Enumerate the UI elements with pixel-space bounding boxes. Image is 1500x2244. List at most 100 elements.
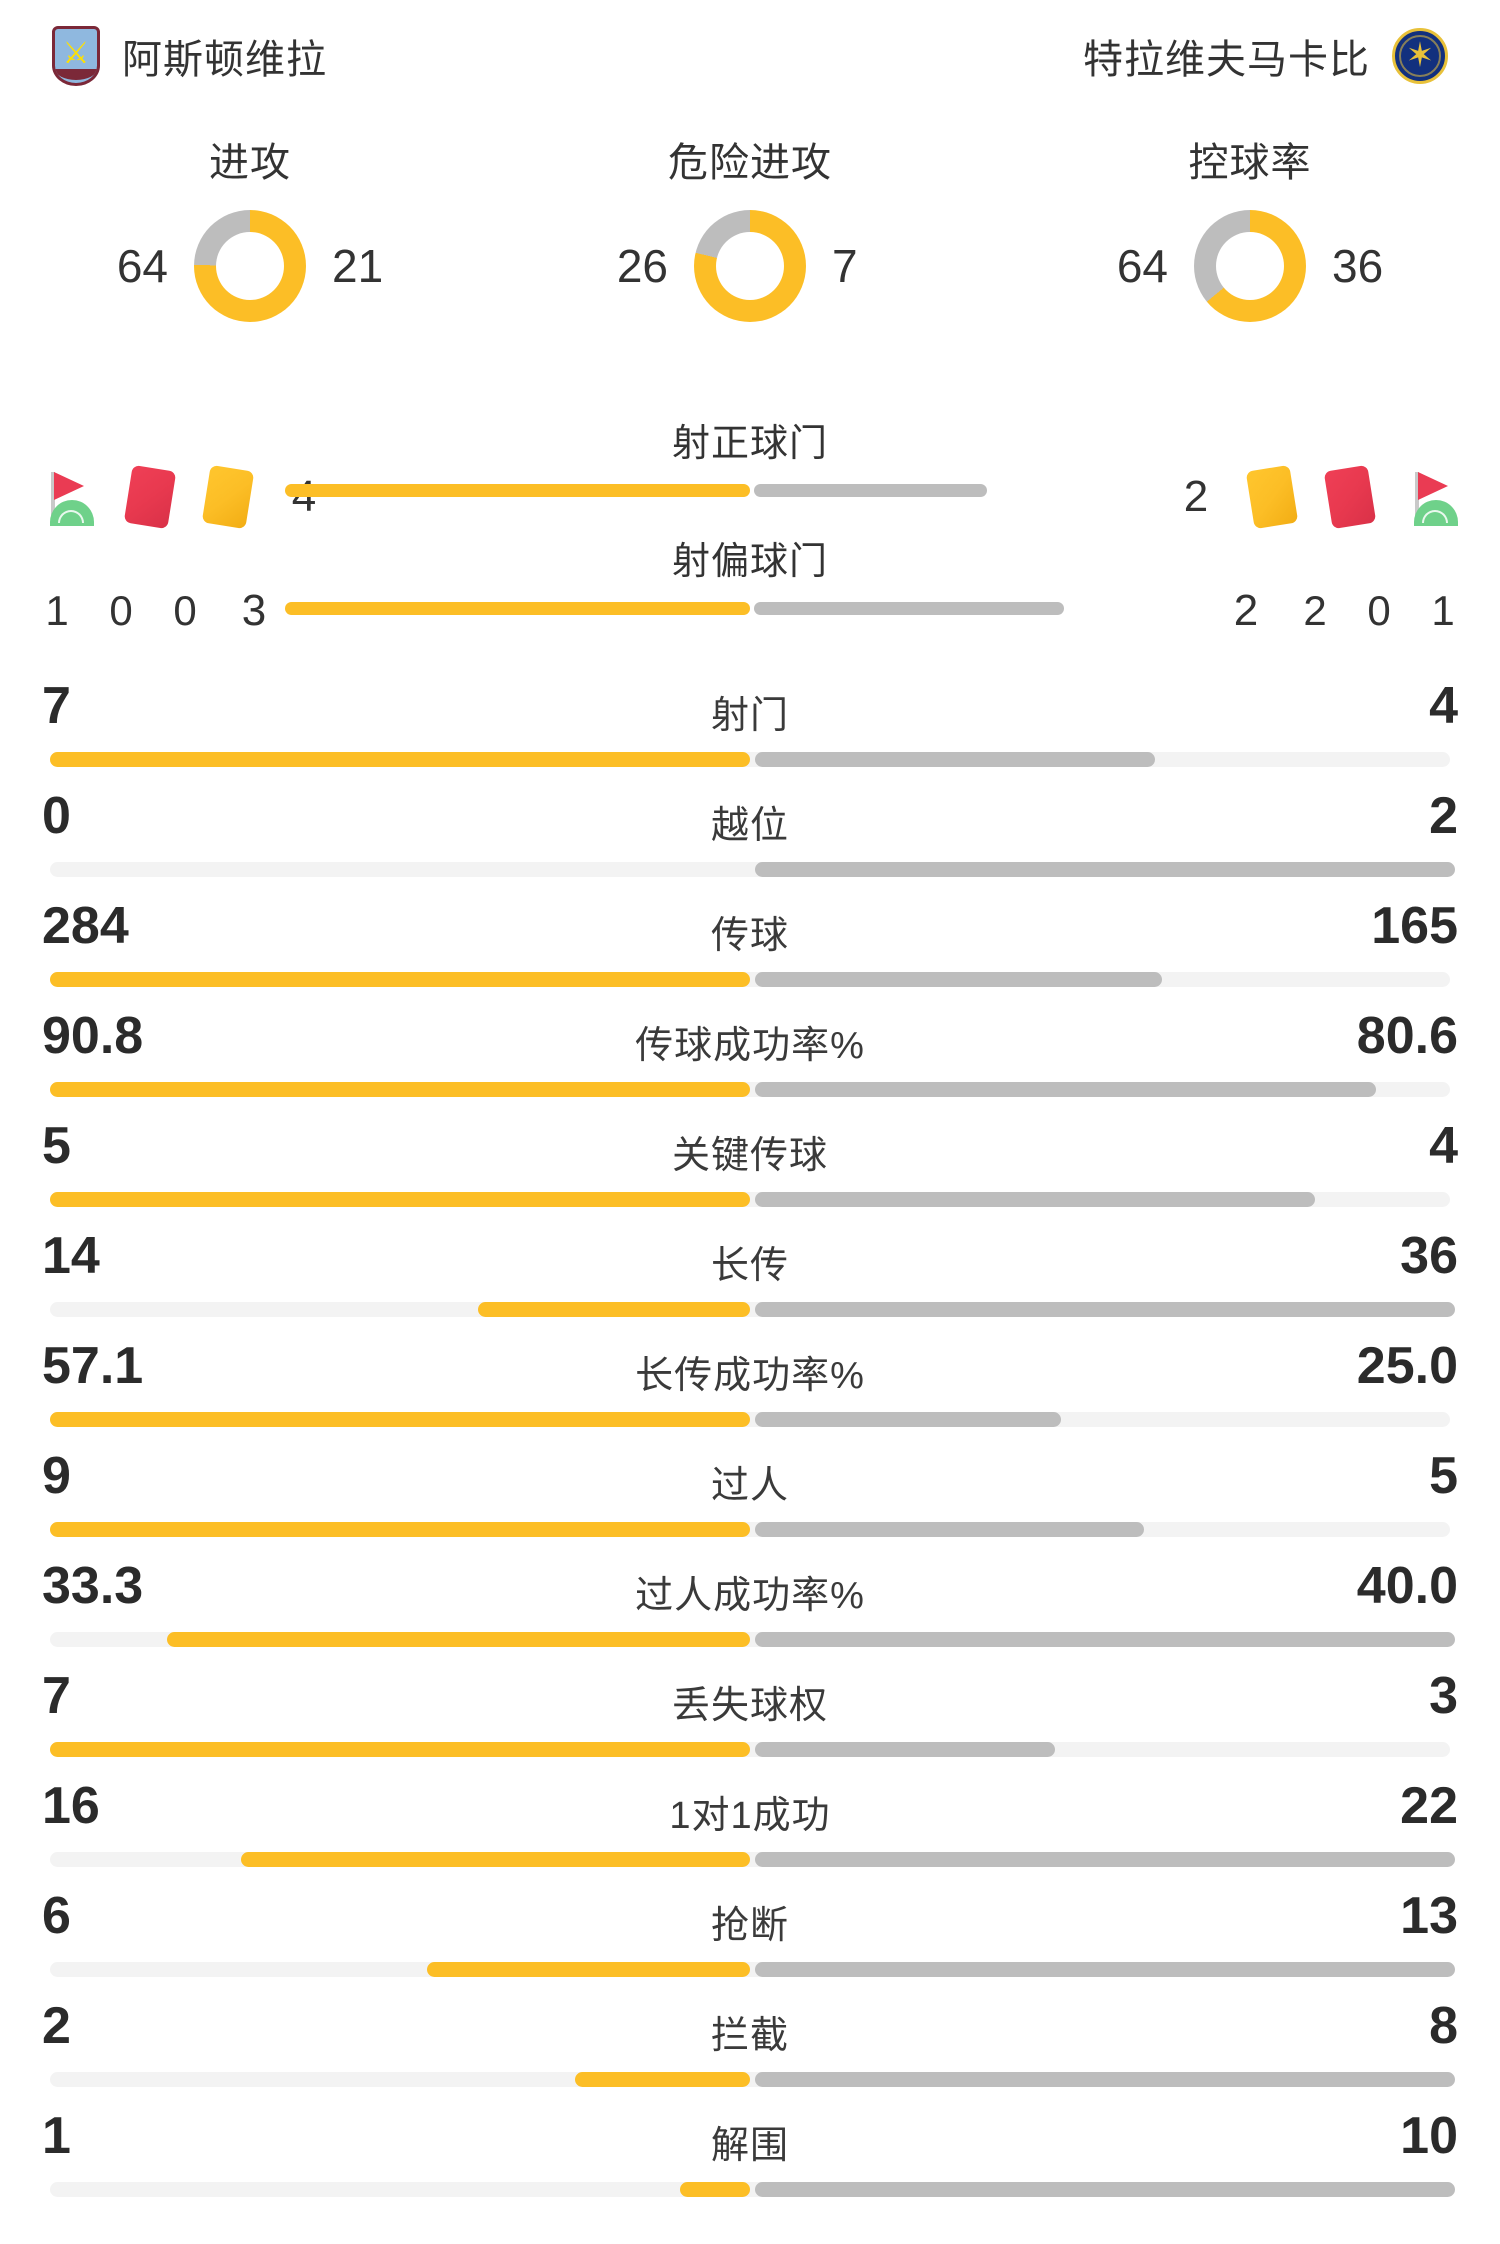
- away-bar-fill: [755, 862, 1455, 877]
- stat-label: 抢断: [710, 1905, 789, 1947]
- away-corners-count: 1: [1431, 587, 1455, 634]
- stat-row: 2 拦截 8: [0, 1992, 1500, 2102]
- away-icon-group: 2: [1176, 464, 1458, 530]
- home-stat-value: 1: [42, 2107, 71, 2165]
- away-shots-off-target: 2: [1233, 586, 1259, 635]
- shots-on-target-bar: [285, 484, 1215, 497]
- away-bar-fill: [755, 752, 1155, 767]
- red-card-icon: [123, 464, 177, 530]
- home-red-cards-count: 0: [109, 587, 133, 634]
- away-bar-fill: [755, 1412, 1062, 1427]
- donut-chart: [694, 210, 806, 322]
- stat-label: 关键传球: [671, 1135, 828, 1177]
- away-bar-fill: [755, 1082, 1377, 1097]
- stat-label: 丢失球权: [671, 1685, 828, 1727]
- away-count-group: 2 2 0 1: [1226, 586, 1458, 636]
- aston-villa-crest-icon: ⚔: [52, 26, 100, 86]
- stat-bar-track: [50, 1962, 1455, 1977]
- home-bar-fill: [680, 2182, 750, 2197]
- stat-bar-track: [50, 752, 1450, 767]
- donut-chart: [194, 210, 306, 322]
- stat-label: 过人成功率%: [635, 1575, 865, 1617]
- stat-label: 长传: [710, 1245, 789, 1287]
- away-stat-value: 165: [1371, 897, 1458, 955]
- stat-row: 16 1对1成功 22: [0, 1772, 1500, 1882]
- home-stat-value: 2: [42, 1997, 71, 2055]
- home-bar-fill: [50, 752, 750, 767]
- maccabi-tel-aviv-crest-icon: ✶: [1392, 28, 1448, 84]
- stat-bar-track: [50, 972, 1450, 987]
- stat-bar-track: [50, 1082, 1450, 1097]
- away-bar-fill: [755, 1742, 1055, 1757]
- away-bar-fill: [755, 1632, 1455, 1647]
- stat-label: 传球: [710, 915, 789, 957]
- stat-row: 7 丢失球权 3: [0, 1662, 1500, 1772]
- stat-label: 解围: [710, 2125, 789, 2167]
- home-stat-value: 90.8: [42, 1007, 144, 1065]
- red-card-icon: [1323, 464, 1377, 530]
- away-stat-value: 4: [1429, 1117, 1458, 1175]
- home-stat-value: 6: [42, 1887, 71, 1945]
- home-stat-value: 5: [42, 1117, 71, 1175]
- stat-bar-track: [50, 1522, 1450, 1537]
- home-shots-on-target: 4: [284, 472, 324, 522]
- shots-off-target-row: 射偏球门 1 0 0 3 2 2 0 1: [0, 530, 1500, 648]
- donut-summary: 进攻 64 21 危险进攻 26 7 控球率 64 36: [0, 112, 1500, 412]
- corner-flag-icon: [1406, 468, 1458, 526]
- home-stat-value: 14: [42, 1227, 100, 1285]
- stat-label: 拦截: [710, 2015, 789, 2057]
- donut-group-1: 危险进攻 26 7: [500, 112, 1000, 412]
- away-bar-fill: [755, 2072, 1455, 2087]
- stat-bar-track: [50, 1852, 1455, 1867]
- stat-label: 越位: [710, 805, 789, 847]
- away-bar-fill: [755, 972, 1162, 987]
- stat-bar-track: [50, 2072, 1455, 2087]
- away-bar-fill: [754, 484, 987, 497]
- home-bar-fill: [575, 2072, 750, 2087]
- home-stat-value: 7: [42, 677, 71, 735]
- donut-home-value: 26: [616, 240, 668, 292]
- stat-row: 1 解围 10: [0, 2102, 1500, 2212]
- yellow-card-icon: [201, 464, 255, 530]
- donut-away-value: 7: [832, 240, 858, 292]
- stat-label: 长传成功率%: [635, 1355, 865, 1397]
- stat-row: 6 抢断 13: [0, 1882, 1500, 1992]
- home-shots-off-target: 3: [241, 586, 267, 635]
- away-bar-fill: [755, 1192, 1315, 1207]
- stat-row: 5 关键传球 4: [0, 1112, 1500, 1222]
- donut-label: 进攻: [209, 141, 291, 185]
- home-team: ⚔ 阿斯顿维拉: [52, 26, 327, 86]
- stat-row: 57.1 长传成功率% 25.0: [0, 1332, 1500, 1442]
- yellow-card-icon: [1245, 464, 1299, 530]
- donut-label: 控球率: [1188, 141, 1312, 185]
- home-bar-fill: [50, 1742, 750, 1757]
- away-bar-fill: [754, 602, 1064, 615]
- away-team-name: 特拉维夫马卡比: [1083, 38, 1370, 82]
- stat-bar-track: [50, 1192, 1450, 1207]
- corner-flag-icon: [42, 468, 94, 526]
- away-stat-value: 4: [1429, 677, 1458, 735]
- away-bar-fill: [755, 1852, 1455, 1867]
- home-bar-fill: [50, 1082, 750, 1097]
- home-team-name: 阿斯顿维拉: [122, 38, 327, 82]
- stat-row: 9 过人 5: [0, 1442, 1500, 1552]
- home-bar-fill: [285, 484, 750, 497]
- home-count-group: 1 0 0 3: [42, 586, 274, 636]
- away-bar-fill: [755, 1962, 1455, 1977]
- home-stat-value: 284: [42, 897, 129, 955]
- home-stat-value: 33.3: [42, 1557, 144, 1615]
- away-bar-fill: [755, 2182, 1455, 2197]
- home-stat-value: 7: [42, 1667, 71, 1725]
- stat-bar-track: [50, 862, 1455, 877]
- row-label: 射正球门: [671, 423, 828, 465]
- home-bar-fill: [50, 972, 750, 987]
- away-stat-value: 8: [1429, 1997, 1458, 2055]
- row-label: 射偏球门: [671, 541, 828, 583]
- home-bar-fill: [50, 1192, 750, 1207]
- home-stat-value: 16: [42, 1777, 100, 1835]
- home-stat-value: 0: [42, 787, 71, 845]
- away-yellow-cards-count: 2: [1303, 587, 1327, 634]
- stat-row: 14 长传 36: [0, 1222, 1500, 1332]
- stat-row: 0 越位 2: [0, 782, 1500, 892]
